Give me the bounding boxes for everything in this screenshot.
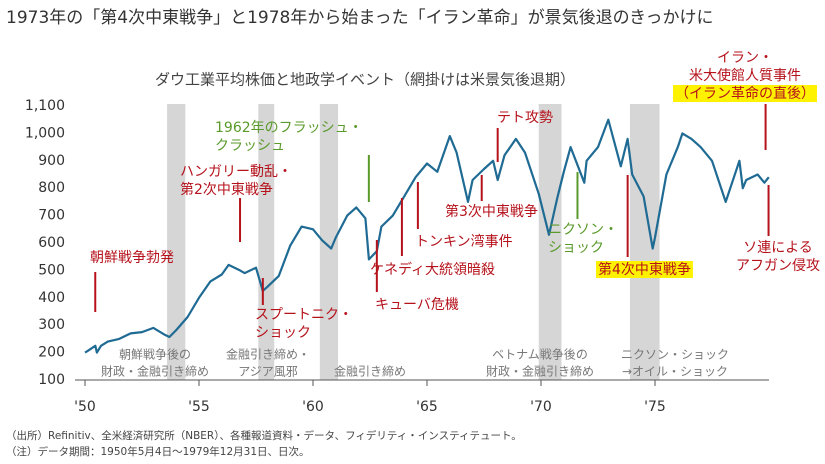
recession-band: [538, 104, 562, 380]
recession-band: [167, 104, 186, 380]
y-tick-label: 700: [38, 208, 65, 224]
event-label: イラン・: [717, 50, 773, 66]
event-label: ニクソン・: [548, 222, 618, 238]
y-tick-label: 1,000: [25, 125, 65, 141]
recession-label: ニクソン・ショック: [621, 348, 729, 362]
note: （出所）Refinitiv、全米経済研究所（NBER）、各種報道資料・データ、フ…: [6, 429, 522, 442]
y-tick-label: 1,100: [25, 98, 65, 114]
event-label: 第4次中東戦争: [598, 261, 691, 278]
x-tick-label: '55: [188, 399, 210, 415]
x-tick-label: '65: [416, 399, 438, 415]
recession-label: 財政・金融引き締め: [101, 364, 209, 379]
y-tick-label: 300: [38, 317, 65, 333]
recession-label: 金融引き締め: [334, 364, 406, 379]
event-label: 朝鮮戦争勃発: [90, 250, 174, 266]
event-label: 米大使館人質事件: [689, 67, 801, 84]
y-tick-label: 200: [38, 345, 65, 361]
y-tick-label: 800: [38, 180, 65, 196]
event-label: キューバ危機: [375, 297, 459, 313]
y-tick-label: 600: [38, 235, 65, 251]
x-tick-label: '60: [302, 399, 324, 415]
highlight: [596, 261, 693, 278]
recession-band: [258, 104, 275, 380]
y-tick-label: 900: [38, 153, 65, 169]
event-label: ケネディ大統領暗殺: [370, 261, 495, 278]
price-line: [84, 118, 770, 354]
event-label: 第3次中東戦争: [445, 203, 538, 220]
highlight: [673, 85, 817, 102]
chart-subtitle: ダウ工業平均株価と地政学イベント（網掛けは米景気後退期）: [155, 71, 575, 89]
recession-label: →オイル・ショック: [622, 365, 728, 379]
event-label: 第2次中東戦争: [180, 181, 273, 198]
event-label: ハンガリー動乱・: [180, 164, 292, 180]
y-tick-label: 100: [38, 372, 65, 388]
event-label: （イラン革命の直後）: [675, 85, 815, 102]
note: （注）データ期間：1950年5月4日～1979年12月31日、日次。: [6, 445, 310, 458]
recession-label: 財政・金融引き締め: [486, 364, 594, 379]
event-label: ショック: [255, 325, 311, 341]
event-label: ショック: [548, 240, 604, 256]
recession-label: アジア風邪: [238, 365, 298, 379]
event-label: 1962年のフラッシュ・: [215, 120, 363, 136]
recession-label: 朝鮮戦争後の: [119, 348, 191, 362]
event-label: クラッシュ: [215, 138, 285, 154]
event-label: ソ連による: [743, 240, 813, 256]
event-label: テト攻勢: [497, 110, 553, 126]
event-label: アフガン侵攻: [736, 257, 820, 274]
recession-band: [319, 104, 339, 380]
recession-label: ベトナム戦争後の: [492, 348, 588, 362]
x-tick-label: '50: [74, 399, 96, 415]
recession-label: 金融引き締め・: [226, 347, 310, 362]
y-tick-label: 400: [38, 290, 65, 306]
event-label: スプートニク・: [255, 307, 353, 323]
x-tick-label: '75: [644, 399, 666, 415]
y-tick-label: 500: [38, 262, 65, 278]
x-tick-label: '70: [530, 399, 552, 415]
event-label: トンキン湾事件: [415, 233, 513, 250]
chart-title: 1973年の「第4次中東戦争」と1978年から始まった「イラン革命」が景気後退の…: [6, 8, 713, 28]
